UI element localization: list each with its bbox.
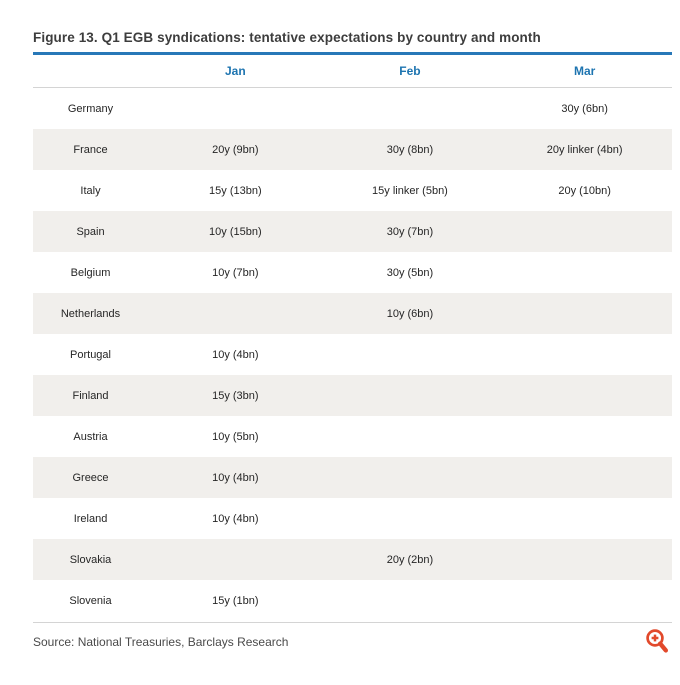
feb-cell bbox=[323, 334, 498, 375]
source-text: Source: National Treasuries, Barclays Re… bbox=[33, 635, 289, 649]
jan-cell bbox=[148, 88, 323, 130]
jan-cell: 15y (1bn) bbox=[212, 594, 259, 607]
zoom-in-icon[interactable] bbox=[644, 628, 670, 656]
table-row-spain: Spain 10y (15bn) 30y (7bn) bbox=[33, 211, 672, 252]
mar-cell bbox=[497, 293, 672, 334]
jan-cell: 15y (13bn) bbox=[209, 184, 262, 197]
figure-title: Figure 13. Q1 EGB syndications: tentativ… bbox=[33, 30, 541, 45]
table-row-germany: Germany 30y (6bn) bbox=[33, 88, 672, 130]
country-cell: Germany bbox=[67, 102, 114, 115]
country-cell: Spain bbox=[76, 225, 105, 238]
figure-footer: Source: National Treasuries, Barclays Re… bbox=[33, 622, 672, 656]
country-cell: Slovakia bbox=[69, 553, 112, 566]
feb-cell bbox=[323, 498, 498, 539]
feb-cell: 15y linker (5bn) bbox=[372, 184, 448, 197]
table-row-finland: Finland 15y (3bn) bbox=[33, 375, 672, 416]
title-rule bbox=[33, 52, 672, 55]
country-cell: Greece bbox=[72, 471, 109, 484]
table-row-netherlands: Netherlands 10y (6bn) bbox=[33, 293, 672, 334]
country-cell: Ireland bbox=[73, 512, 108, 525]
mar-cell bbox=[497, 252, 672, 293]
feb-cell bbox=[323, 580, 498, 621]
country-cell: France bbox=[73, 143, 108, 156]
table-row-portugal: Portugal 10y (4bn) bbox=[33, 334, 672, 375]
country-cell: Finland bbox=[72, 389, 109, 402]
jan-cell bbox=[148, 293, 323, 334]
country-cell: Netherlands bbox=[60, 307, 121, 320]
header-country bbox=[33, 55, 149, 88]
jan-cell: 10y (5bn) bbox=[212, 430, 259, 443]
jan-cell: 10y (4bn) bbox=[212, 348, 259, 361]
country-cell: Italy bbox=[80, 184, 101, 197]
header-mar: Mar bbox=[497, 55, 672, 88]
mar-cell: 20y (10bn) bbox=[558, 184, 611, 197]
feb-cell bbox=[323, 375, 498, 416]
mar-cell bbox=[497, 211, 672, 252]
country-cell: Slovenia bbox=[69, 594, 112, 607]
feb-cell: 20y (2bn) bbox=[386, 553, 434, 566]
figure-13: Figure 13. Q1 EGB syndications: tentativ… bbox=[33, 30, 672, 656]
syndications-table: Jan Feb Mar Germany 30y (6bn) France 20y… bbox=[33, 55, 672, 621]
mar-cell bbox=[497, 457, 672, 498]
jan-cell: 15y (3bn) bbox=[212, 389, 259, 402]
mar-cell bbox=[497, 580, 672, 621]
table-row-italy: Italy 15y (13bn) 15y linker (5bn) 20y (1… bbox=[33, 170, 672, 211]
feb-cell: 30y (8bn) bbox=[386, 143, 434, 156]
mar-cell bbox=[497, 539, 672, 580]
feb-cell: 30y (7bn) bbox=[386, 225, 434, 238]
table-row-france: France 20y (9bn) 30y (8bn) 20y linker (4… bbox=[33, 129, 672, 170]
jan-cell bbox=[148, 539, 323, 580]
jan-cell: 10y (15bn) bbox=[209, 225, 262, 238]
mar-cell bbox=[497, 416, 672, 457]
header-jan: Jan bbox=[148, 55, 323, 88]
table-row-greece: Greece 10y (4bn) bbox=[33, 457, 672, 498]
country-cell: Austria bbox=[73, 430, 108, 443]
mar-cell bbox=[497, 498, 672, 539]
table-row-ireland: Ireland 10y (4bn) bbox=[33, 498, 672, 539]
table-row-slovenia: Slovenia 15y (1bn) bbox=[33, 580, 672, 621]
table-row-belgium: Belgium 10y (7bn) 30y (5bn) bbox=[33, 252, 672, 293]
mar-cell bbox=[497, 375, 672, 416]
mar-cell bbox=[497, 334, 672, 375]
feb-cell bbox=[323, 416, 498, 457]
feb-cell bbox=[323, 88, 498, 130]
mar-cell: 30y (6bn) bbox=[561, 102, 608, 115]
header-feb: Feb bbox=[322, 55, 498, 88]
table-row-slovakia: Slovakia 20y (2bn) bbox=[33, 539, 672, 580]
jan-cell: 10y (4bn) bbox=[212, 512, 259, 525]
header-row: Jan Feb Mar bbox=[33, 55, 672, 88]
country-cell: Belgium bbox=[70, 266, 111, 279]
jan-cell: 10y (4bn) bbox=[212, 471, 259, 484]
jan-cell: 10y (7bn) bbox=[212, 266, 259, 279]
country-cell: Portugal bbox=[70, 348, 111, 361]
table-row-austria: Austria 10y (5bn) bbox=[33, 416, 672, 457]
mar-cell: 20y linker (4bn) bbox=[546, 143, 623, 156]
feb-cell: 30y (5bn) bbox=[386, 266, 434, 279]
feb-cell bbox=[323, 457, 498, 498]
feb-cell: 10y (6bn) bbox=[386, 307, 434, 320]
jan-cell: 20y (9bn) bbox=[212, 143, 259, 156]
